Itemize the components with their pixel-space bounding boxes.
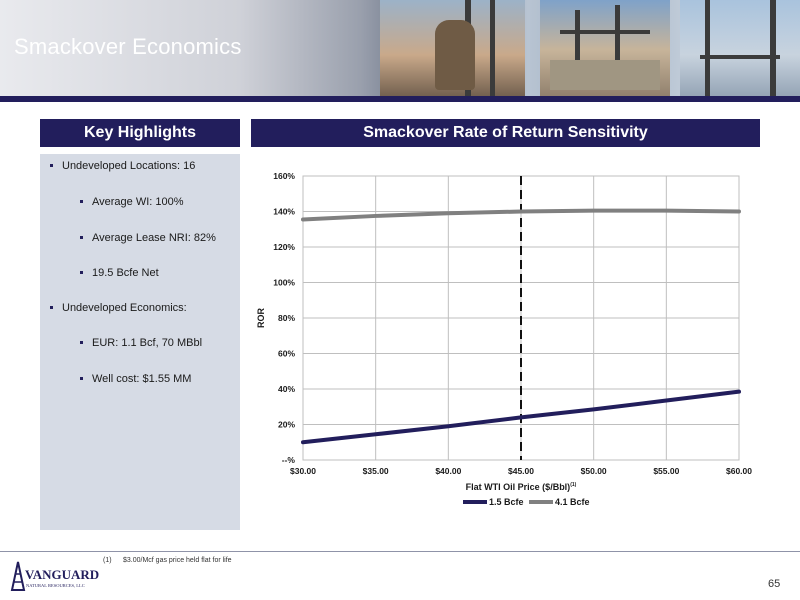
y-tick-label: 100% — [273, 278, 295, 288]
bullet-square-icon — [80, 236, 83, 239]
x-tick-label: $35.00 — [363, 466, 389, 476]
legend-label: 4.1 Bcfe — [555, 497, 590, 507]
bullet-item: Undeveloped Economics: — [50, 302, 187, 314]
x-tick-label: $50.00 — [581, 466, 607, 476]
x-tick-label: $30.00 — [290, 466, 316, 476]
logo-name: VANGUARD — [25, 567, 99, 582]
bullet-item: 19.5 Bcfe Net — [80, 267, 159, 279]
vanguard-logo: VANGUARD NATURAL RESOURCES, LLC — [10, 561, 99, 591]
y-tick-label: 140% — [273, 207, 295, 217]
header-photo-rig — [680, 0, 800, 100]
bullet-item: Average WI: 100% — [80, 196, 184, 208]
key-highlights-heading: Key Highlights — [40, 119, 240, 147]
y-tick-label: 40% — [278, 384, 295, 394]
y-axis-label: ROR — [256, 308, 266, 329]
footnote: (1) $3.00/Mcf gas price held flat for lif… — [103, 557, 232, 564]
chart-heading: Smackover Rate of Return Sensitivity — [251, 119, 760, 147]
footer-divider — [0, 551, 800, 552]
page-number: 65 — [768, 578, 781, 590]
bullet-square-icon — [50, 164, 53, 167]
y-tick-label: --% — [282, 455, 296, 465]
series-line — [301, 389, 741, 445]
logo-tagline: NATURAL RESOURCES, LLC — [26, 583, 85, 589]
x-tick-label: $55.00 — [653, 466, 679, 476]
y-tick-label: 60% — [278, 349, 295, 359]
x-tick-label: $60.00 — [726, 466, 752, 476]
chart-legend: 1.5 Bcfe 4.1 Bcfe — [463, 497, 590, 507]
series-line — [301, 208, 741, 222]
bullet-item: Well cost: $1.55 MM — [80, 373, 191, 385]
x-axis-label: Flat WTI Oil Price ($/Bbl)(1) — [466, 482, 577, 492]
x-tick-label: $45.00 — [508, 466, 534, 476]
page-title: Smackover Economics — [14, 34, 242, 59]
bullet-square-icon — [80, 341, 83, 344]
bullet-square-icon — [50, 306, 53, 309]
y-axis-ticks: --% 20% 40% 60% 80% 100% 120% 140% 160% — [273, 171, 295, 465]
x-tick-label: $40.00 — [435, 466, 461, 476]
bullet-square-icon — [80, 271, 83, 274]
ror-sensitivity-chart: --%20%40%60%80%100%120%140%160% $30.00 $3… — [256, 171, 752, 507]
header-divider — [0, 96, 800, 102]
bullet-item: EUR: 1.1 Bcf, 70 MBbl — [80, 337, 202, 349]
header-banner: Smackover Economics — [0, 0, 800, 100]
y-tick-label: 20% — [278, 420, 295, 430]
y-tick-label: 120% — [273, 242, 295, 252]
bullet-item: Average Lease NRI: 82% — [80, 232, 216, 244]
x-axis-ticks: $30.00 $35.00 $40.00 $45.00 $50.00 $55.00 $60.… — [290, 466, 752, 476]
derrick-icon — [10, 561, 26, 591]
header-photo-driller — [380, 0, 525, 100]
y-tick-label: 160% — [273, 171, 295, 181]
bullet-square-icon — [80, 377, 83, 380]
legend-label: 1.5 Bcfe — [489, 497, 524, 507]
header-photo-plant — [540, 0, 670, 100]
bullet-item: Undeveloped Locations: 16 — [50, 160, 195, 172]
key-highlights-panel: Undeveloped Locations: 16 Average WI: 10… — [40, 154, 240, 530]
bullet-square-icon — [80, 200, 83, 203]
chart-series — [301, 208, 741, 445]
y-tick-label: 80% — [278, 313, 295, 323]
